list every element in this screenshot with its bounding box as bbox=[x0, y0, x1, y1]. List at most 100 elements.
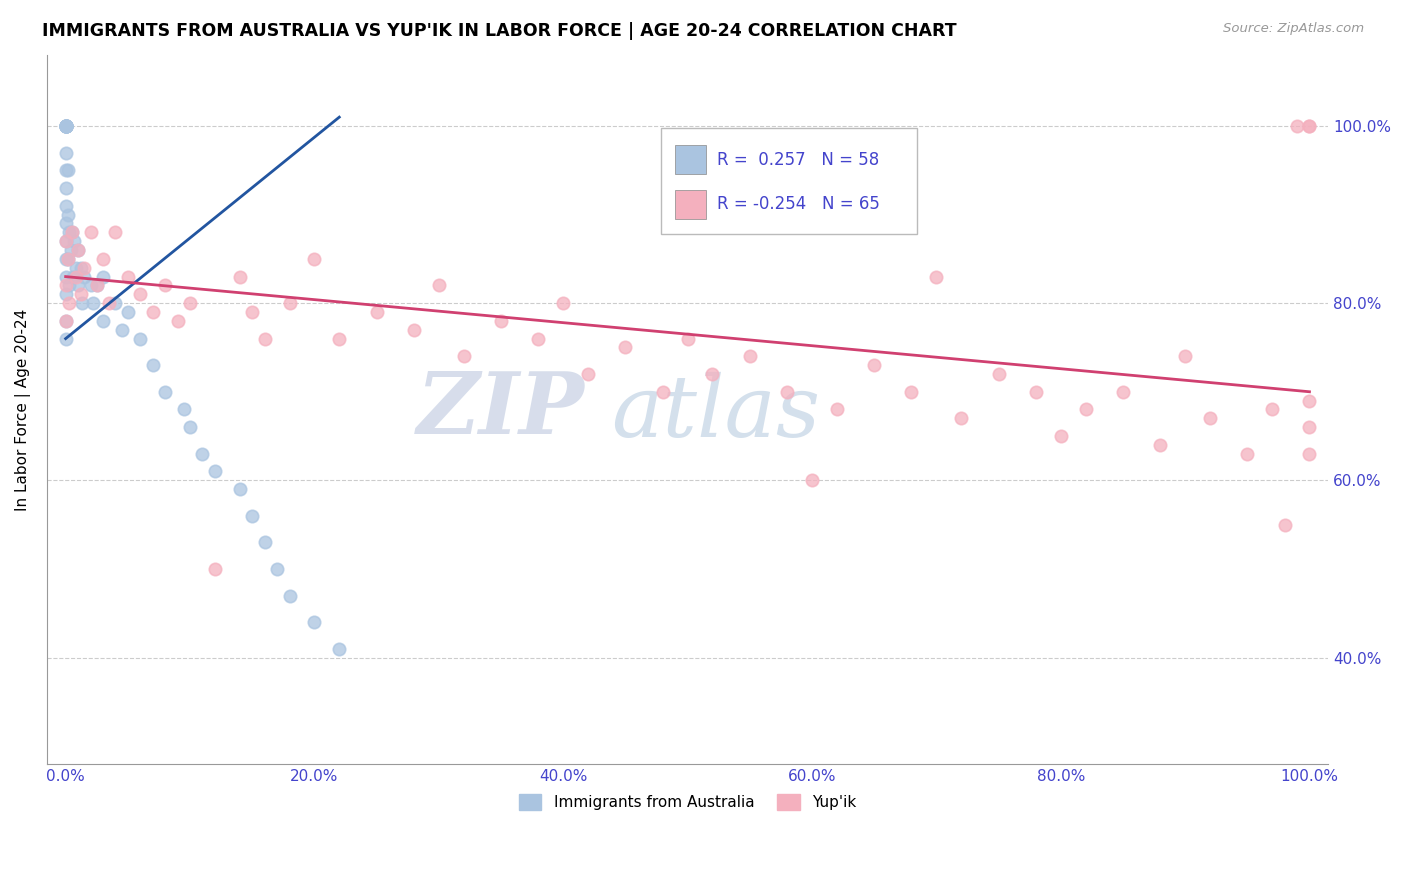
Point bbox=[142, 358, 165, 372]
Legend: Immigrants from Australia, Yup'ik: Immigrants from Australia, Yup'ik bbox=[512, 789, 863, 816]
Y-axis label: In Labor Force | Age 20-24: In Labor Force | Age 20-24 bbox=[15, 309, 31, 510]
Point bbox=[73, 260, 96, 275]
Point bbox=[527, 332, 550, 346]
Point bbox=[56, 163, 79, 178]
Point bbox=[58, 278, 80, 293]
Point bbox=[1174, 349, 1197, 363]
Point bbox=[73, 269, 96, 284]
Point bbox=[55, 287, 77, 301]
Point bbox=[173, 402, 195, 417]
Point bbox=[70, 296, 93, 310]
Point bbox=[55, 163, 77, 178]
Point bbox=[91, 252, 114, 266]
Point bbox=[1049, 429, 1071, 443]
Point bbox=[1298, 119, 1320, 133]
Point bbox=[79, 278, 101, 293]
Point bbox=[110, 323, 132, 337]
Point bbox=[56, 252, 79, 266]
Point bbox=[129, 287, 152, 301]
Point bbox=[328, 332, 350, 346]
Point bbox=[1074, 402, 1097, 417]
Point bbox=[55, 252, 77, 266]
Point bbox=[60, 225, 83, 239]
Point bbox=[55, 119, 77, 133]
Point bbox=[62, 269, 84, 284]
Point bbox=[1298, 420, 1320, 434]
Point bbox=[55, 269, 77, 284]
Point bbox=[825, 402, 848, 417]
Point bbox=[240, 305, 263, 319]
Point bbox=[67, 278, 90, 293]
Point bbox=[328, 641, 350, 656]
Point bbox=[1298, 393, 1320, 408]
Point bbox=[553, 296, 575, 310]
Point bbox=[86, 278, 108, 293]
Point bbox=[453, 349, 475, 363]
Point bbox=[863, 358, 886, 372]
Point bbox=[55, 314, 77, 328]
Point bbox=[55, 234, 77, 248]
Point bbox=[91, 314, 114, 328]
Point bbox=[676, 332, 699, 346]
Point bbox=[65, 260, 87, 275]
Point bbox=[489, 314, 512, 328]
Point bbox=[55, 145, 77, 160]
Point bbox=[55, 119, 77, 133]
Point bbox=[58, 296, 80, 310]
Point bbox=[82, 296, 104, 310]
Point bbox=[67, 243, 90, 257]
Point bbox=[651, 384, 673, 399]
Point bbox=[776, 384, 799, 399]
Point bbox=[576, 367, 599, 381]
Point bbox=[402, 323, 425, 337]
Point bbox=[925, 269, 948, 284]
Point bbox=[204, 465, 226, 479]
Point bbox=[166, 314, 188, 328]
Point bbox=[278, 296, 301, 310]
Point bbox=[55, 217, 77, 231]
Point bbox=[55, 234, 77, 248]
Point bbox=[1112, 384, 1135, 399]
Point bbox=[1149, 438, 1171, 452]
Point bbox=[55, 199, 77, 213]
Point bbox=[55, 314, 77, 328]
Point bbox=[69, 260, 91, 275]
Point bbox=[58, 225, 80, 239]
Point bbox=[240, 508, 263, 523]
Text: ZIP: ZIP bbox=[418, 368, 585, 451]
Point bbox=[55, 119, 77, 133]
Point bbox=[614, 341, 637, 355]
Point bbox=[117, 305, 139, 319]
Point bbox=[1199, 411, 1222, 425]
Point bbox=[104, 225, 127, 239]
Point bbox=[55, 278, 77, 293]
Point bbox=[900, 384, 922, 399]
Point bbox=[1236, 447, 1258, 461]
Point bbox=[129, 332, 152, 346]
Text: Source: ZipAtlas.com: Source: ZipAtlas.com bbox=[1223, 22, 1364, 36]
Point bbox=[179, 296, 201, 310]
Point bbox=[800, 474, 823, 488]
Point bbox=[55, 119, 77, 133]
Point bbox=[98, 296, 121, 310]
Point bbox=[738, 349, 761, 363]
Point bbox=[1286, 119, 1309, 133]
Point bbox=[278, 589, 301, 603]
Point bbox=[69, 287, 91, 301]
Point bbox=[427, 278, 450, 293]
Point bbox=[55, 119, 77, 133]
Point bbox=[104, 296, 127, 310]
Text: IMMIGRANTS FROM AUSTRALIA VS YUP'IK IN LABOR FORCE | AGE 20-24 CORRELATION CHART: IMMIGRANTS FROM AUSTRALIA VS YUP'IK IN L… bbox=[42, 22, 957, 40]
Point bbox=[1298, 119, 1320, 133]
Point bbox=[55, 181, 77, 195]
Point bbox=[191, 447, 214, 461]
Point bbox=[153, 278, 176, 293]
Point bbox=[304, 252, 326, 266]
Point bbox=[117, 269, 139, 284]
Point bbox=[63, 234, 86, 248]
Text: R =  0.257   N = 58: R = 0.257 N = 58 bbox=[717, 151, 879, 169]
Point bbox=[179, 420, 201, 434]
Point bbox=[304, 615, 326, 629]
Point bbox=[702, 367, 724, 381]
Point bbox=[204, 562, 226, 576]
